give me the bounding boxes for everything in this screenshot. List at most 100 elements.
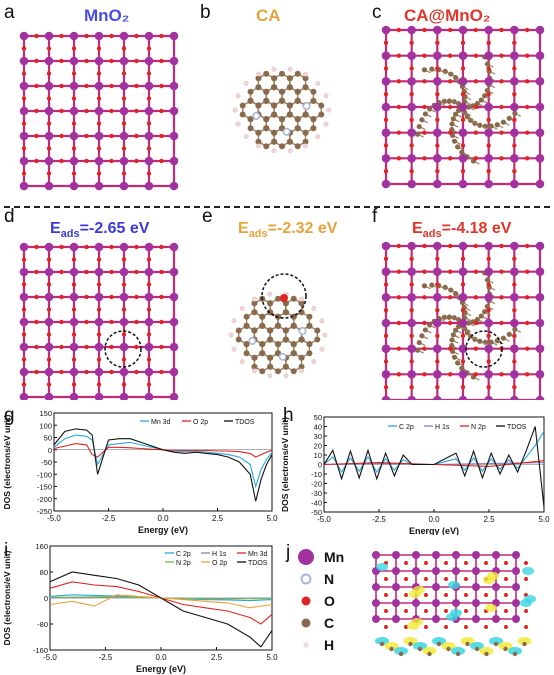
o-atom bbox=[383, 117, 389, 123]
o-atom bbox=[524, 609, 528, 613]
mn-atom bbox=[169, 31, 179, 41]
o-atom bbox=[486, 168, 491, 174]
o-atom bbox=[464, 593, 468, 597]
c-atom bbox=[446, 98, 452, 104]
o-atom bbox=[460, 66, 466, 71]
mn-atom bbox=[458, 370, 468, 379]
o-atom bbox=[422, 346, 427, 351]
mn-atom bbox=[407, 395, 416, 400]
charge-density-lobe bbox=[522, 567, 534, 575]
o-atom bbox=[464, 561, 468, 565]
o-atom bbox=[524, 561, 528, 565]
mn-atom bbox=[484, 179, 493, 189]
o-atom bbox=[96, 146, 102, 151]
mn-atom bbox=[433, 318, 442, 328]
mn-atom bbox=[44, 342, 54, 352]
c-atom bbox=[263, 116, 270, 123]
o-atom bbox=[396, 79, 402, 84]
dos-chart-i: -5.0 -2.5 0.0 2.5 5.0 160 80 0 -80 -160 Energy (eV… bbox=[2, 542, 278, 674]
c-atom bbox=[306, 350, 313, 357]
c-atom bbox=[255, 129, 262, 136]
o-atom bbox=[424, 625, 428, 629]
o-atom bbox=[524, 346, 530, 351]
o-atom bbox=[34, 244, 39, 250]
c-atom bbox=[314, 327, 321, 334]
mn-atom bbox=[119, 292, 129, 302]
charge-density-lobe bbox=[394, 647, 408, 655]
ca-molecule-e bbox=[228, 291, 328, 379]
o-atom bbox=[486, 384, 491, 390]
panel-letter-a: a bbox=[4, 2, 15, 23]
c-atom bbox=[259, 350, 266, 357]
x-tick-label: 0.0 bbox=[155, 653, 167, 662]
o-atom bbox=[84, 83, 89, 89]
legend-label: Mn 3d bbox=[151, 419, 171, 426]
c-atom bbox=[239, 111, 246, 118]
legend-label: H 1s bbox=[212, 551, 227, 558]
mn-atom bbox=[484, 102, 493, 112]
c-atom bbox=[267, 354, 274, 361]
o-atom bbox=[512, 359, 517, 364]
x-tick-label: 0.0 bbox=[428, 515, 440, 524]
c-atom bbox=[314, 336, 321, 343]
mn-atom bbox=[433, 267, 442, 276]
c-atom bbox=[464, 330, 470, 336]
mn-atom bbox=[535, 293, 545, 302]
y-tick-label: 20 bbox=[314, 442, 322, 451]
o-atom bbox=[71, 121, 77, 126]
mn-atom bbox=[119, 156, 129, 166]
mn-atom bbox=[472, 599, 480, 607]
mn-atom bbox=[484, 395, 493, 400]
o-atom bbox=[59, 319, 64, 325]
mn-atom bbox=[144, 181, 154, 191]
mn-atom bbox=[69, 56, 79, 66]
o-atom bbox=[383, 384, 389, 390]
mn-atom bbox=[433, 25, 442, 35]
mn-atom bbox=[510, 154, 519, 163]
o-atom bbox=[134, 33, 139, 39]
o-atom bbox=[473, 53, 479, 58]
mn-atom bbox=[452, 567, 460, 575]
x-tick-label: -2.5 bbox=[102, 514, 116, 523]
o-atom bbox=[473, 156, 479, 161]
o-atom bbox=[134, 158, 139, 164]
mn-atom bbox=[381, 179, 391, 189]
o-atom bbox=[396, 156, 402, 161]
c-atom bbox=[271, 102, 278, 109]
mn-atom bbox=[144, 267, 154, 277]
mn-atom bbox=[119, 317, 129, 327]
o-atom bbox=[460, 117, 466, 123]
mn-atom bbox=[407, 318, 416, 328]
mn-atom bbox=[433, 51, 442, 60]
c-atom bbox=[279, 143, 285, 150]
o-atom bbox=[109, 369, 114, 375]
c-atom bbox=[243, 350, 250, 357]
o-atom bbox=[96, 382, 102, 387]
c-atom bbox=[506, 331, 512, 337]
o-atom bbox=[460, 91, 466, 97]
legend-atom-label: N bbox=[324, 571, 334, 587]
mn-atom bbox=[458, 344, 468, 353]
o-atom bbox=[464, 577, 468, 581]
mn-atom bbox=[484, 370, 493, 379]
o-atom bbox=[460, 256, 466, 262]
n-atom bbox=[252, 111, 261, 120]
legend-atom-h bbox=[303, 642, 309, 648]
structure-figures bbox=[19, 25, 545, 400]
mn-atom bbox=[144, 392, 154, 400]
x-tick-label: 2.5 bbox=[483, 515, 495, 524]
c-atom bbox=[286, 111, 293, 118]
n-atom bbox=[298, 327, 307, 336]
o-atom bbox=[146, 171, 152, 176]
h-atom bbox=[302, 143, 308, 149]
mn-atom bbox=[458, 128, 468, 137]
mn-atom bbox=[510, 51, 519, 60]
mn-atom bbox=[407, 293, 416, 302]
o-atom bbox=[146, 71, 152, 76]
mn-atom bbox=[381, 154, 391, 163]
mn-atom bbox=[472, 567, 480, 575]
mn-atom bbox=[69, 267, 79, 277]
o-atom bbox=[473, 79, 479, 84]
mn-atom bbox=[432, 567, 440, 575]
c-atom bbox=[464, 114, 470, 120]
